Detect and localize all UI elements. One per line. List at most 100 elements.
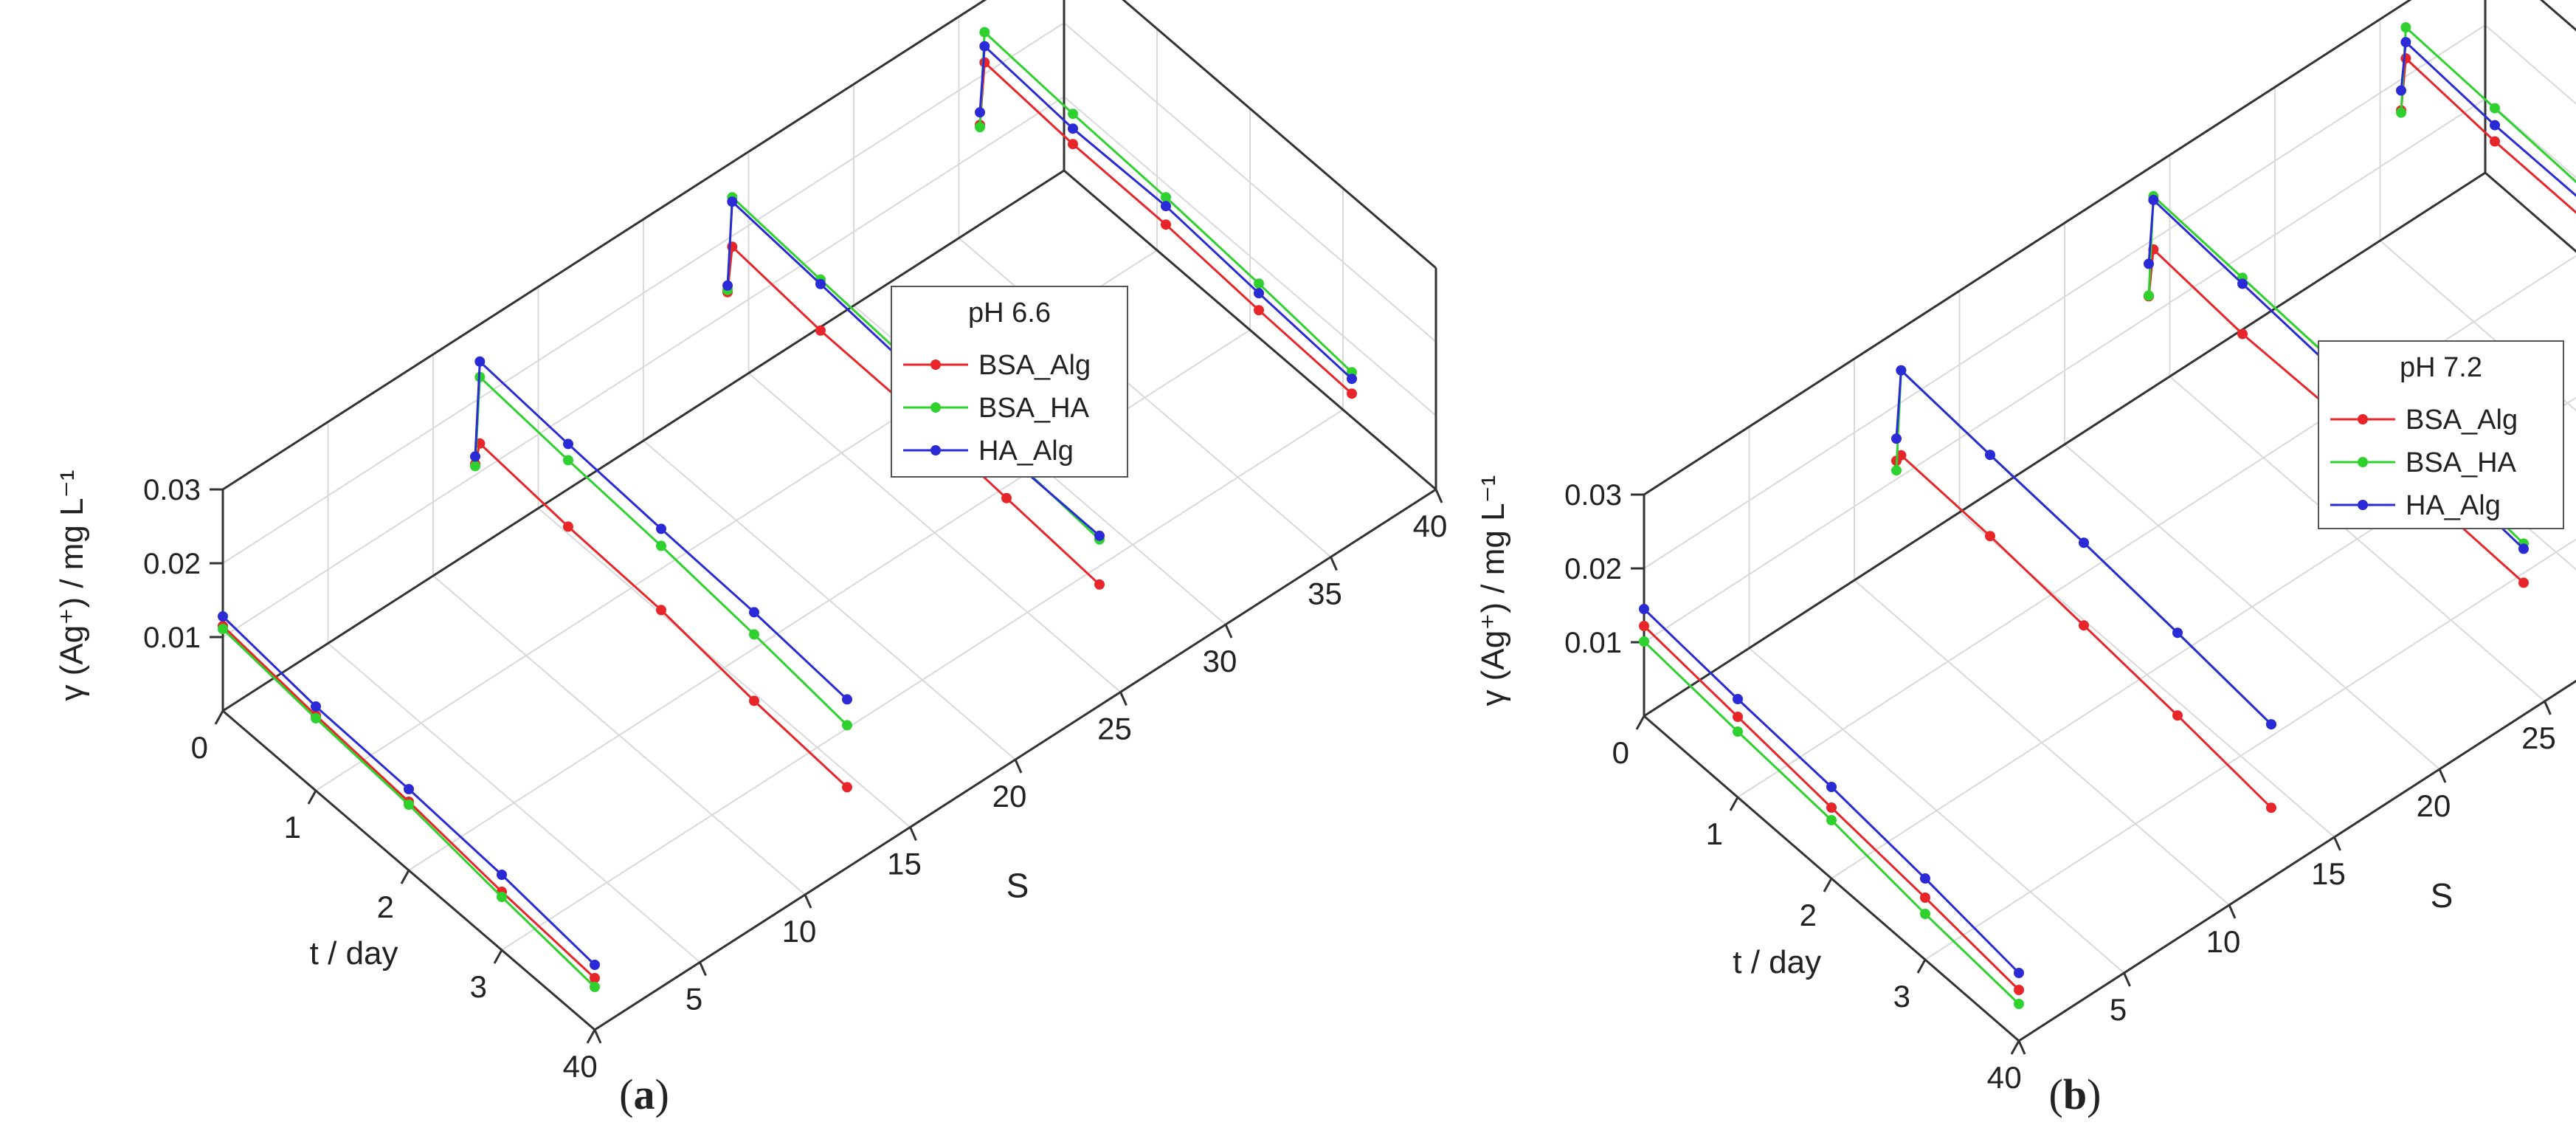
data-point-HA_Alg	[1068, 124, 1078, 134]
data-point-BSA_Alg	[1254, 306, 1264, 315]
data-point-HA_Alg	[1896, 365, 1906, 375]
floor-gridline	[502, 410, 1343, 950]
s-tick	[1121, 692, 1127, 706]
s-tick-label: 35	[1308, 577, 1342, 611]
data-point-BSA_HA	[843, 720, 852, 730]
data-point-BSA_HA	[404, 800, 414, 810]
data-point-BSA_Alg	[2267, 803, 2276, 813]
t-tick-label: 2	[1800, 898, 1817, 932]
data-point-BSA_HA	[1640, 637, 1649, 647]
t-tick	[308, 791, 316, 804]
t-tick-label: 2	[377, 890, 394, 924]
t-tick	[1918, 960, 1925, 973]
data-point-HA_Alg	[976, 108, 985, 117]
s-tick	[1226, 625, 1232, 638]
data-point-HA_Alg	[1892, 434, 1902, 444]
y-axis-title: γ (Ag⁺) / mg L⁻¹	[54, 470, 90, 701]
t-axis-title: t / day	[1733, 944, 1821, 980]
legend-marker-BSA_Alg	[2358, 414, 2368, 424]
data-point-HA_Alg	[311, 702, 321, 712]
data-point-HA_Alg	[1254, 289, 1264, 298]
y-axis-title: γ (Ag⁺) / mg L⁻¹	[1475, 475, 1511, 706]
data-point-BSA_Alg	[750, 696, 759, 706]
data-point-BSA_Alg	[1347, 389, 1357, 399]
data-point-BSA_HA	[1254, 279, 1264, 289]
legend-marker-BSA_HA	[930, 402, 941, 413]
legend-title: pH 6.6	[968, 297, 1051, 329]
t-tick	[494, 950, 502, 963]
s-tick	[700, 963, 706, 976]
y-tick-label: 0.01	[143, 622, 201, 654]
legend-marker-BSA_HA	[2358, 457, 2368, 467]
t-tick	[401, 870, 409, 884]
data-point-BSA_HA	[657, 541, 666, 551]
legend-title: pH 7.2	[2400, 352, 2482, 383]
data-point-HA_Alg	[2397, 86, 2406, 95]
data-point-BSA_Alg	[1986, 532, 1995, 541]
s-tick	[2545, 701, 2551, 715]
t-tick	[2012, 1041, 2019, 1054]
data-point-BSA_HA	[2014, 1000, 2024, 1009]
data-point-BSA_HA	[564, 455, 573, 465]
y-tick-label: 0.03	[1564, 479, 1622, 512]
s-tick-label: 0	[2004, 1060, 2021, 1095]
data-point-BSA_HA	[2401, 23, 2411, 32]
panel-letter: b	[2063, 1070, 2087, 1118]
data-point-HA_Alg	[2519, 544, 2529, 554]
data-point-BSA_Alg	[1002, 493, 1012, 503]
legend-entry-HA_Alg: HA_Alg	[2406, 490, 2501, 521]
data-point-HA_Alg	[2079, 538, 2089, 548]
panel-label: (a)	[619, 1070, 669, 1118]
data-point-BSA_HA	[1921, 909, 1930, 919]
s-tick-label: 10	[2206, 924, 2241, 959]
data-point-BSA_Alg	[1827, 803, 1837, 813]
data-point-BSA_HA	[1161, 193, 1171, 202]
data-point-HA_Alg	[1827, 782, 1837, 792]
data-point-HA_Alg	[1921, 874, 1930, 884]
s-tick-label: 25	[2521, 720, 2556, 755]
t-tick	[1824, 878, 1831, 892]
y-tick-label: 0.02	[1564, 553, 1622, 585]
data-point-HA_Alg	[1095, 531, 1105, 540]
data-point-BSA_HA	[980, 27, 990, 37]
s-axis-line	[2019, 498, 2576, 1041]
t-tick	[215, 711, 223, 724]
data-point-BSA_Alg	[1068, 140, 1078, 149]
data-point-BSA_HA	[750, 630, 759, 639]
data-point-HA_Alg	[1640, 605, 1649, 614]
data-point-BSA_Alg	[1733, 712, 1743, 722]
s-tick-label: 30	[1203, 644, 1237, 678]
data-point-BSA_Alg	[2401, 54, 2411, 63]
s-tick	[1331, 557, 1337, 571]
data-point-BSA_Alg	[564, 522, 573, 532]
data-point-HA_Alg	[1986, 450, 1995, 460]
t-tick-label: 3	[470, 969, 487, 1004]
data-point-HA_Alg	[980, 41, 990, 51]
data-point-HA_Alg	[1347, 374, 1357, 384]
t-axis-title: t / day	[310, 935, 398, 971]
s-tick	[2019, 1041, 2025, 1054]
data-point-BSA_Alg	[843, 782, 852, 792]
data-point-HA_Alg	[2149, 195, 2158, 204]
y-tick-label: 0.03	[143, 474, 201, 506]
data-point-BSA_Alg	[2238, 329, 2248, 339]
s-tick	[2335, 837, 2341, 850]
s-tick	[911, 828, 916, 841]
data-point-BSA_HA	[1892, 466, 1902, 475]
data-point-HA_Alg	[2173, 628, 2183, 638]
legend-marker-HA_Alg	[2358, 500, 2368, 510]
s-tick-label: 5	[686, 982, 702, 1017]
data-point-BSA_Alg	[657, 605, 666, 615]
data-point-BSA_HA	[1068, 109, 1078, 119]
data-point-BSA_Alg	[1161, 220, 1171, 230]
t-tick-label: 4	[1987, 1060, 2004, 1095]
t-tick	[1730, 797, 1738, 811]
s-tick	[2229, 905, 2235, 918]
s-tick-label: 5	[2110, 992, 2127, 1027]
data-point-HA_Alg	[590, 960, 600, 970]
data-point-HA_Alg	[2267, 720, 2276, 729]
data-point-HA_Alg	[564, 439, 573, 449]
s-tick-label: 15	[2311, 856, 2346, 891]
data-point-HA_Alg	[2401, 38, 2411, 47]
